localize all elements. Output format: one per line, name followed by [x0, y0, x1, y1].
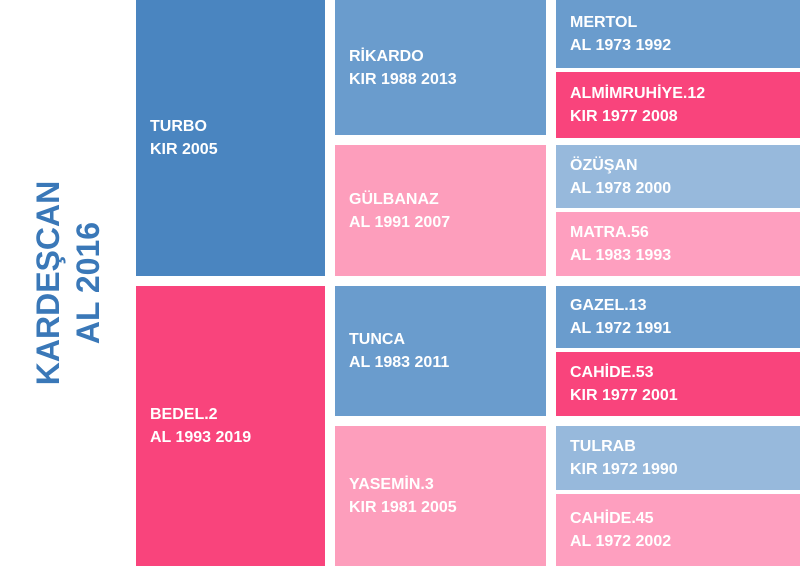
great-grandparent-1-box: MERTOL AL 1973 1992: [556, 0, 800, 68]
great-grandparent-3-box: ÖZÜŞAN AL 1978 2000: [556, 145, 800, 208]
great-grandparent-6-name: CAHİDE.53: [570, 364, 654, 381]
sire-sire-box: RİKARDO KIR 1988 2013: [335, 0, 546, 135]
great-grandparent-3-info: AL 1978 2000: [570, 179, 672, 197]
sire-box: TURBO KIR 2005: [136, 0, 325, 276]
dam-sire-info: AL 1983 2011: [349, 354, 450, 371]
great-grandparent-5-info: AL 1972 1991: [570, 320, 672, 337]
great-grandparent-6-box: CAHİDE.53 KIR 1977 2001: [556, 352, 800, 416]
subject-name: KARDEŞCAN: [30, 180, 66, 386]
dam-dam-info: KIR 1981 2005: [349, 499, 457, 516]
sire-sire-name: RİKARDO: [349, 47, 424, 65]
great-grandparent-2-info: KIR 1977 2008: [570, 108, 678, 125]
great-grandparent-8-name: CAHİDE.45: [570, 510, 654, 527]
great-grandparent-7-info: KIR 1972 1990: [570, 461, 678, 478]
great-grandparent-1-info: AL 1973 1992: [570, 37, 672, 54]
sire-info: KIR 2005: [150, 141, 218, 158]
great-grandparent-5-box: GAZEL.13 AL 1972 1991: [556, 286, 800, 348]
great-grandparent-6-info: KIR 1977 2001: [570, 387, 678, 404]
dam-name: BEDEL.2: [150, 406, 218, 423]
dam-dam-box: YASEMİN.3 KIR 1981 2005: [335, 426, 546, 566]
dam-sire-box: TUNCA AL 1983 2011: [335, 286, 546, 416]
great-grandparent-7-box: TULRAB KIR 1972 1990: [556, 426, 800, 490]
great-grandparent-7-name: TULRAB: [570, 438, 636, 455]
dam-dam-name: YASEMİN.3: [349, 476, 434, 493]
great-grandparent-8-box: CAHİDE.45 AL 1972 2002: [556, 494, 800, 566]
great-grandparent-2-box: ALMİMRUHİYE.12 KIR 1977 2008: [556, 72, 800, 138]
sire-sire-info: KIR 1988 2013: [349, 70, 457, 88]
great-grandparent-5-name: GAZEL.13: [570, 297, 647, 314]
dam-info: AL 1993 2019: [150, 429, 252, 446]
sire-dam-name: GÜLBANAZ: [349, 190, 439, 208]
subject-info: AL 2016: [70, 221, 106, 345]
subject-label: KARDEŞCAN AL 2016: [28, 181, 108, 385]
subject-panel: KARDEŞCAN AL 2016: [0, 0, 136, 566]
great-grandparent-4-box: MATRA.56 AL 1983 1993: [556, 212, 800, 276]
dam-box: BEDEL.2 AL 1993 2019: [136, 286, 325, 566]
sire-dam-info: AL 1991 2007: [349, 213, 451, 231]
great-grandparent-4-info: AL 1983 1993: [570, 247, 672, 264]
dam-sire-name: TUNCA: [349, 331, 405, 348]
great-grandparent-3-name: ÖZÜŞAN: [570, 156, 638, 174]
sire-name: TURBO: [150, 118, 207, 135]
great-grandparent-8-info: AL 1972 2002: [570, 533, 672, 550]
great-grandparent-1-name: MERTOL: [570, 14, 638, 31]
sire-dam-box: GÜLBANAZ AL 1991 2007: [335, 145, 546, 276]
great-grandparent-2-name: ALMİMRUHİYE.12: [570, 85, 706, 102]
great-grandparent-4-name: MATRA.56: [570, 224, 649, 241]
